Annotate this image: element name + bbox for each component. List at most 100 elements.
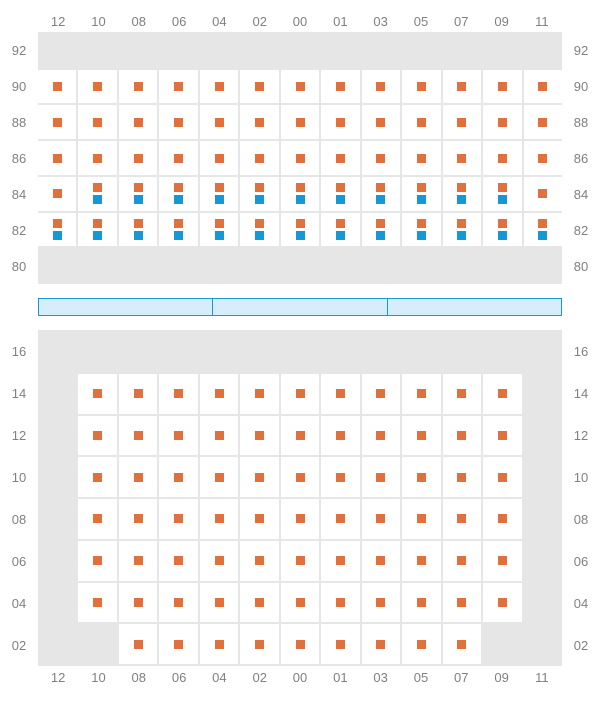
seat-cell[interactable] <box>281 583 319 623</box>
seat-cell[interactable] <box>483 541 521 581</box>
seat-cell[interactable] <box>483 374 521 414</box>
seat-cell[interactable] <box>200 499 238 539</box>
seat-cell[interactable] <box>321 624 359 664</box>
seat-cell[interactable] <box>362 624 400 664</box>
seat-cell[interactable] <box>402 374 440 414</box>
seat-cell[interactable] <box>119 416 157 456</box>
seat-cell[interactable] <box>402 499 440 539</box>
seat-cell[interactable] <box>443 499 481 539</box>
seat-cell[interactable] <box>321 457 359 497</box>
seat-cell[interactable] <box>78 541 116 581</box>
seat-cell[interactable] <box>281 177 319 211</box>
seat-cell[interactable] <box>281 374 319 414</box>
seat-cell[interactable] <box>200 177 238 211</box>
seat-cell[interactable] <box>240 213 278 247</box>
seat-cell[interactable] <box>443 583 481 623</box>
seat-cell[interactable] <box>362 541 400 581</box>
seat-cell[interactable] <box>200 105 238 139</box>
seat-cell[interactable] <box>159 583 197 623</box>
seat-cell[interactable] <box>78 213 116 247</box>
seat-cell[interactable] <box>240 541 278 581</box>
seat-cell[interactable] <box>281 105 319 139</box>
seat-cell[interactable] <box>78 583 116 623</box>
seat-cell[interactable] <box>443 105 481 139</box>
seat-cell[interactable] <box>200 141 238 175</box>
seat-cell[interactable] <box>281 457 319 497</box>
seat-cell[interactable] <box>159 213 197 247</box>
seat-cell[interactable] <box>362 213 400 247</box>
seat-cell[interactable] <box>443 177 481 211</box>
seat-cell[interactable] <box>362 70 400 104</box>
seat-cell[interactable] <box>443 213 481 247</box>
seat-cell[interactable] <box>402 105 440 139</box>
seat-cell[interactable] <box>78 499 116 539</box>
seat-cell[interactable] <box>402 583 440 623</box>
seat-cell[interactable] <box>240 499 278 539</box>
seat-cell[interactable] <box>159 416 197 456</box>
seat-cell[interactable] <box>443 457 481 497</box>
seat-cell[interactable] <box>402 213 440 247</box>
seat-cell[interactable] <box>402 541 440 581</box>
seat-cell[interactable] <box>119 499 157 539</box>
seat-cell[interactable] <box>240 457 278 497</box>
seat-cell[interactable] <box>159 457 197 497</box>
seat-cell[interactable] <box>281 213 319 247</box>
seat-cell[interactable] <box>321 499 359 539</box>
seat-cell[interactable] <box>159 70 197 104</box>
seat-cell[interactable] <box>200 457 238 497</box>
seat-cell[interactable] <box>402 141 440 175</box>
seat-cell[interactable] <box>240 70 278 104</box>
seat-cell[interactable] <box>119 70 157 104</box>
seat-cell[interactable] <box>281 624 319 664</box>
seat-cell[interactable] <box>240 416 278 456</box>
seat-cell[interactable] <box>524 141 562 175</box>
seat-cell[interactable] <box>362 141 400 175</box>
seat-cell[interactable] <box>524 177 562 211</box>
seat-cell[interactable] <box>483 499 521 539</box>
seat-cell[interactable] <box>483 105 521 139</box>
seat-cell[interactable] <box>362 177 400 211</box>
seat-cell[interactable] <box>78 374 116 414</box>
seat-cell[interactable] <box>119 105 157 139</box>
seat-cell[interactable] <box>281 141 319 175</box>
seat-cell[interactable] <box>483 141 521 175</box>
seat-cell[interactable] <box>321 177 359 211</box>
seat-cell[interactable] <box>240 141 278 175</box>
seat-cell[interactable] <box>200 213 238 247</box>
seat-cell[interactable] <box>402 457 440 497</box>
seat-cell[interactable] <box>159 141 197 175</box>
seat-cell[interactable] <box>281 70 319 104</box>
seat-cell[interactable] <box>362 374 400 414</box>
seat-cell[interactable] <box>38 141 76 175</box>
seat-cell[interactable] <box>159 624 197 664</box>
seat-cell[interactable] <box>321 213 359 247</box>
seat-cell[interactable] <box>38 70 76 104</box>
seat-cell[interactable] <box>78 416 116 456</box>
seat-cell[interactable] <box>362 457 400 497</box>
seat-cell[interactable] <box>362 499 400 539</box>
seat-cell[interactable] <box>240 105 278 139</box>
seat-cell[interactable] <box>78 457 116 497</box>
seat-cell[interactable] <box>483 70 521 104</box>
seat-cell[interactable] <box>159 499 197 539</box>
seat-cell[interactable] <box>240 624 278 664</box>
seat-cell[interactable] <box>402 177 440 211</box>
seat-cell[interactable] <box>159 374 197 414</box>
seat-cell[interactable] <box>119 213 157 247</box>
seat-cell[interactable] <box>240 583 278 623</box>
seat-cell[interactable] <box>483 213 521 247</box>
seat-cell[interactable] <box>483 457 521 497</box>
seat-cell[interactable] <box>524 105 562 139</box>
seat-cell[interactable] <box>321 105 359 139</box>
seat-cell[interactable] <box>119 457 157 497</box>
seat-cell[interactable] <box>483 416 521 456</box>
seat-cell[interactable] <box>483 177 521 211</box>
seat-cell[interactable] <box>159 105 197 139</box>
seat-cell[interactable] <box>240 177 278 211</box>
seat-cell[interactable] <box>321 541 359 581</box>
seat-cell[interactable] <box>200 374 238 414</box>
seat-cell[interactable] <box>524 70 562 104</box>
seat-cell[interactable] <box>443 541 481 581</box>
seat-cell[interactable] <box>200 416 238 456</box>
seat-cell[interactable] <box>443 416 481 456</box>
